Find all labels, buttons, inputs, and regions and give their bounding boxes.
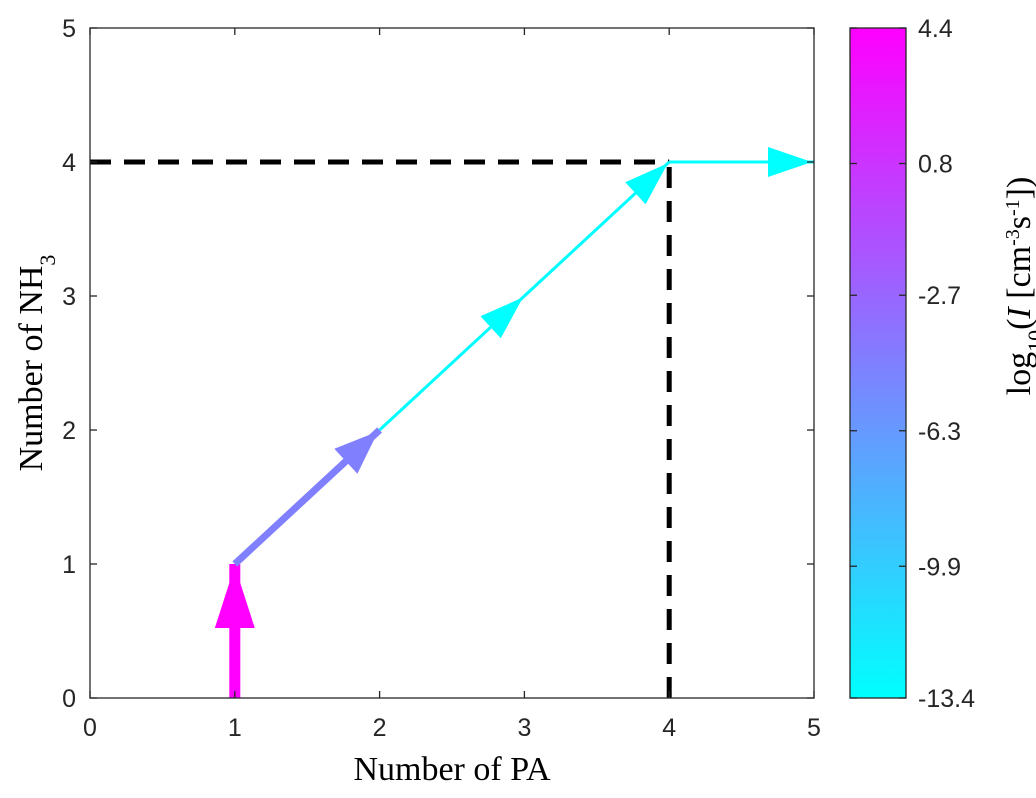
colorbar-ticks: 4.4 0.8 -2.7 -6.3 -9.9 -13.4	[850, 15, 975, 713]
x-tick-label: 3	[517, 714, 531, 742]
x-tick-label: 4	[662, 714, 676, 742]
y-tick-label: 0	[62, 685, 76, 713]
colorbar-tick-label: 4.4	[918, 15, 953, 43]
x-tick-label: 0	[83, 714, 97, 742]
arrow-head	[214, 566, 255, 628]
colorbar	[849, 27, 907, 699]
colorbar-tick-label: -9.9	[918, 553, 961, 581]
y-axis-ticks: 0 1 2 3 4 5	[62, 15, 814, 713]
arrow-head	[625, 163, 668, 205]
y-tick-label: 2	[62, 417, 76, 445]
colorbar-tick-label: -6.3	[918, 418, 961, 446]
x-axis-label: Number of PA	[353, 751, 551, 788]
y-tick-label: 1	[62, 551, 76, 579]
dashed-guide-lines	[90, 159, 672, 698]
path-arrows	[214, 147, 814, 698]
arrow-head	[480, 297, 523, 339]
arrow-segment-5	[669, 147, 814, 177]
x-axis-ticks: 0 1 2 3 4 5	[83, 28, 821, 742]
arrow-head	[334, 431, 379, 474]
y-tick-label: 5	[62, 15, 76, 43]
arrow-segment-3	[378, 294, 526, 432]
y-axis-label: Number of NH3	[13, 255, 60, 472]
x-tick-label: 2	[373, 714, 387, 742]
plot-frame	[89, 27, 815, 699]
arrow-head	[768, 147, 812, 177]
arrow-segment-4	[523, 160, 671, 298]
arrow-segment-2	[232, 427, 382, 567]
y-tick-label: 4	[62, 149, 76, 177]
colorbar-tick-label: -2.7	[918, 282, 961, 310]
colorbar-tick-label: 0.8	[918, 151, 953, 179]
y-tick-label: 3	[62, 283, 76, 311]
x-tick-label: 1	[228, 714, 242, 742]
colorbar-label: log10(I [cm-3s-1])	[1001, 177, 1036, 396]
colorbar-tick-label: -13.4	[918, 685, 975, 713]
x-tick-label: 5	[807, 714, 821, 742]
arrow-segment-1	[214, 564, 255, 698]
